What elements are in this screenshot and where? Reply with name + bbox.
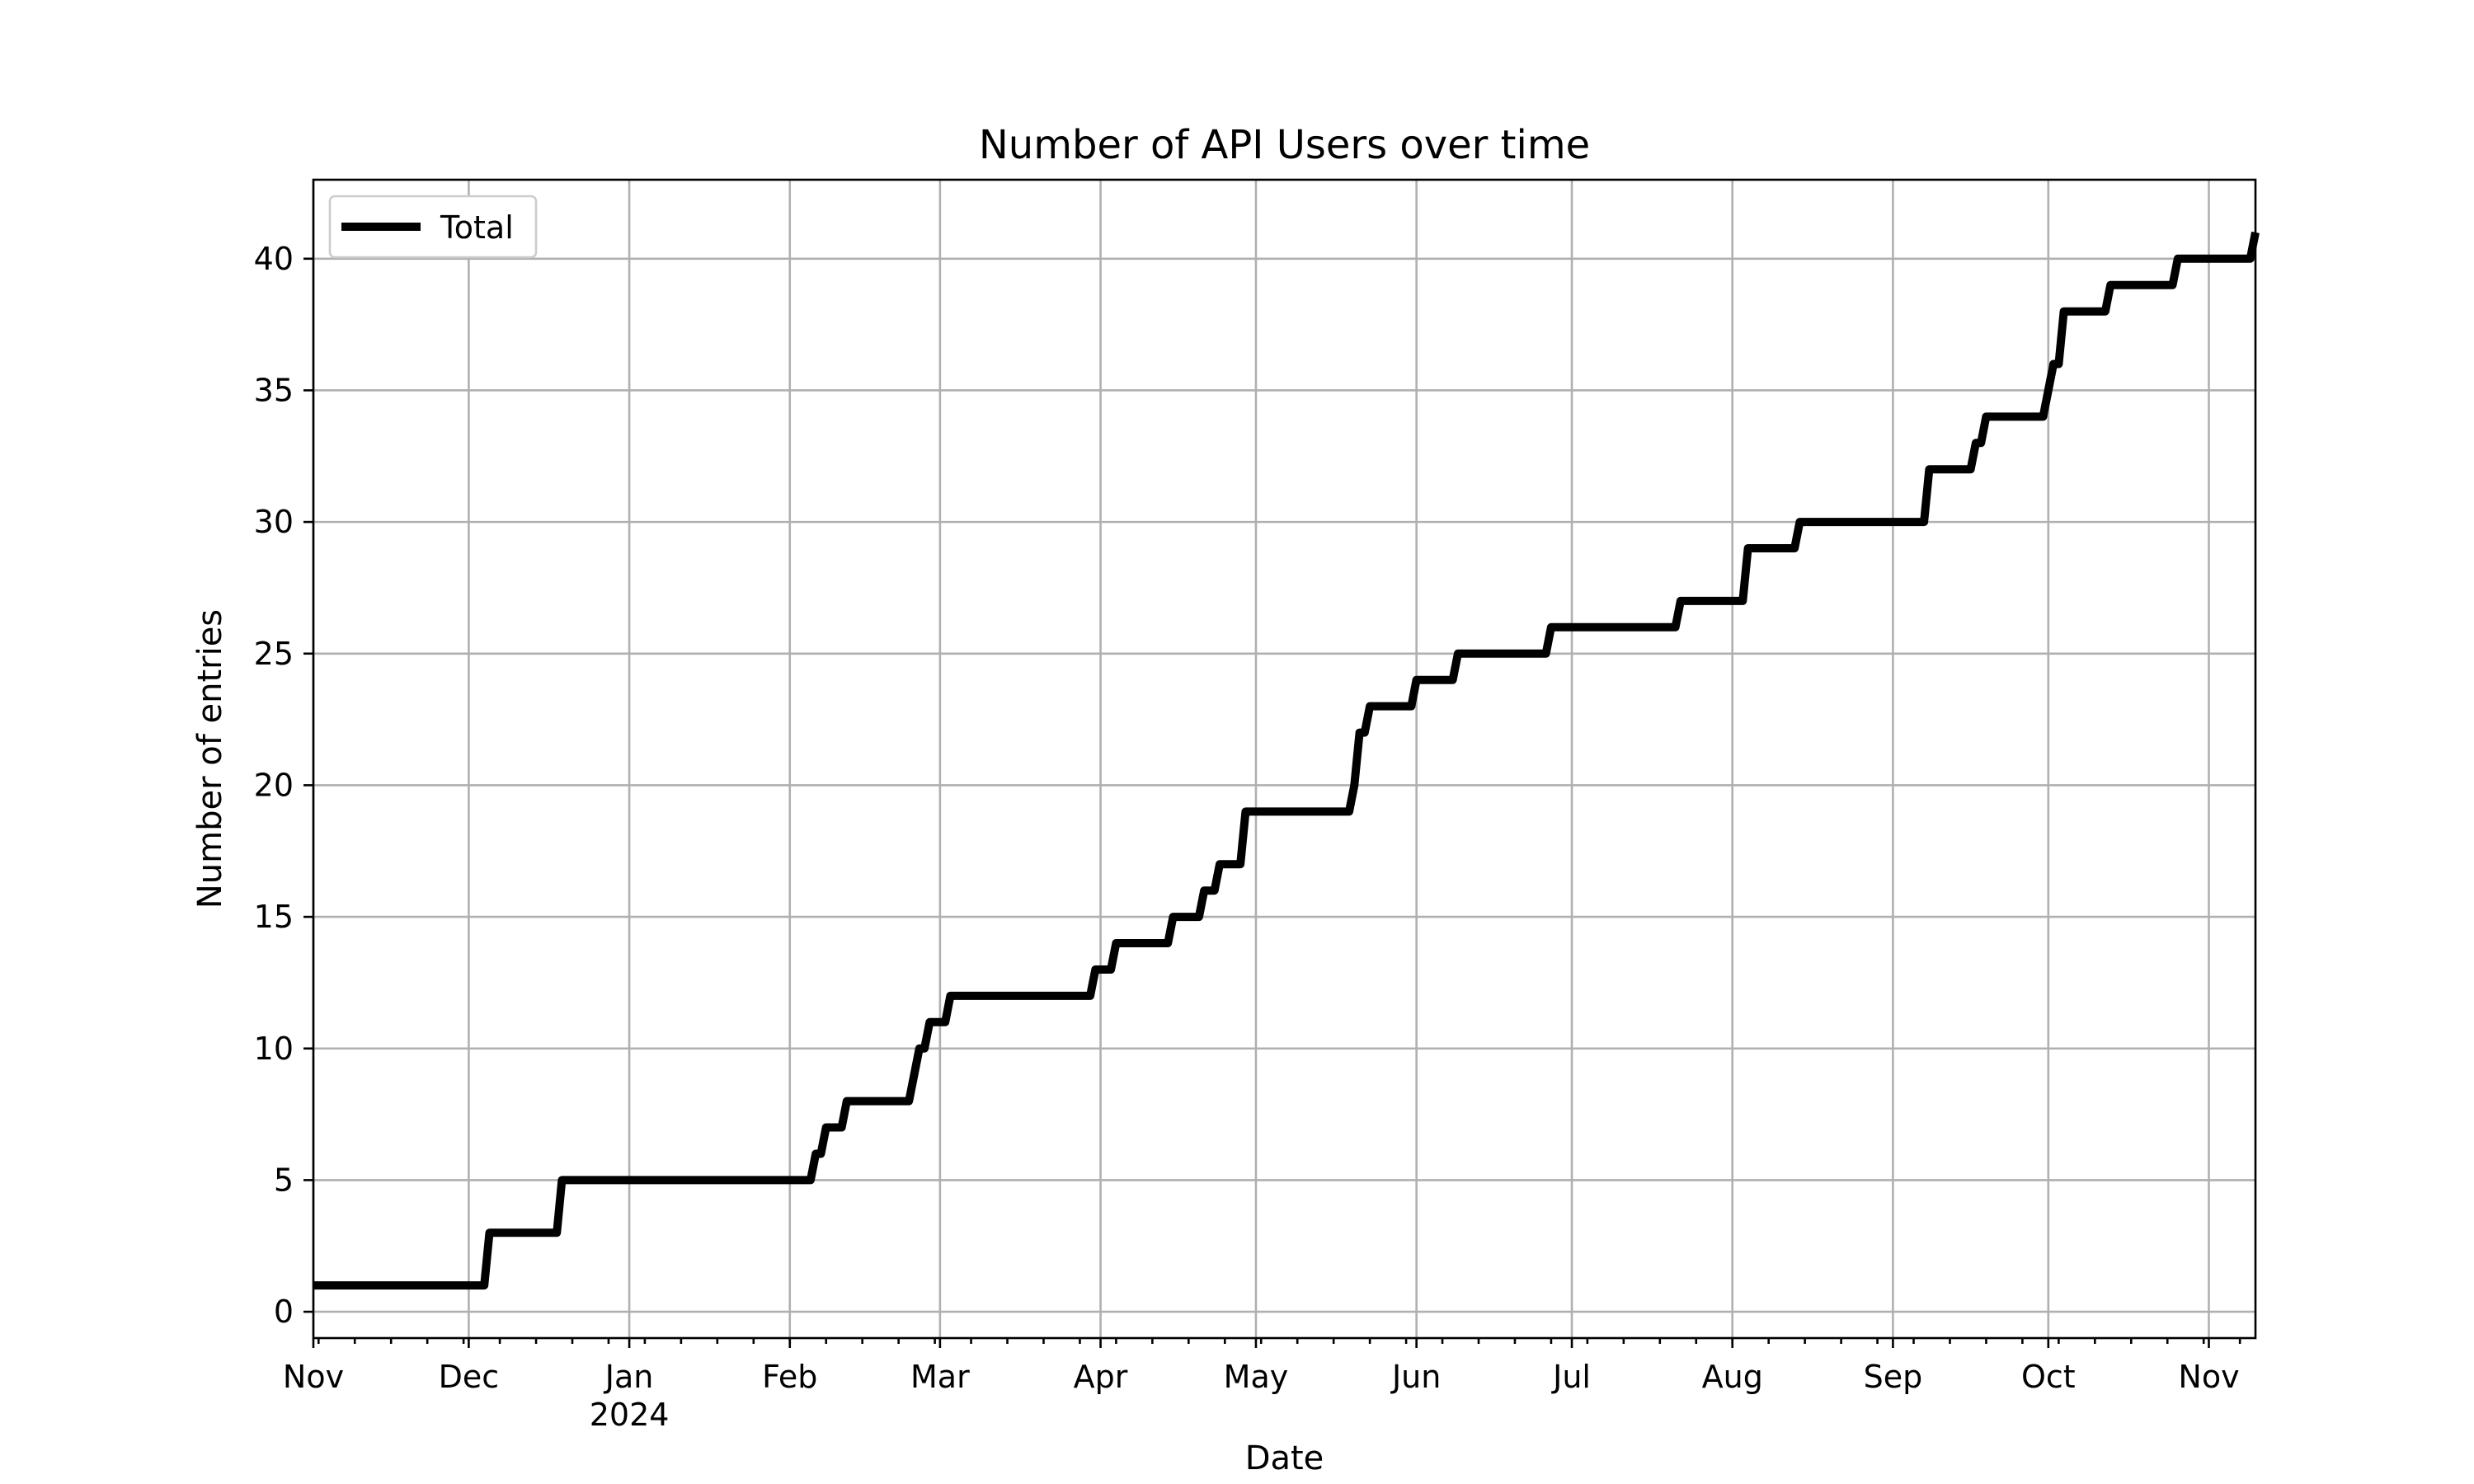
x-tick-label: Dec: [439, 1359, 500, 1395]
y-tick-label: 30: [254, 504, 294, 540]
x-tick-label: Feb: [762, 1359, 817, 1395]
x-tick-label: Jan: [604, 1359, 654, 1395]
legend-label-total: Total: [440, 209, 514, 246]
x-tick-label: Nov: [2178, 1359, 2239, 1395]
y-tick-label: 15: [254, 899, 294, 935]
legend: Total: [328, 195, 538, 259]
x-tick-label: Apr: [1074, 1359, 1128, 1395]
x-axis-label: Date: [1245, 1439, 1324, 1477]
legend-box: [328, 195, 538, 259]
x-tick-label: Jun: [1390, 1359, 1441, 1395]
y-tick-label: 0: [274, 1294, 294, 1330]
x-tick-label: Mar: [910, 1359, 970, 1395]
plot-frame: [312, 178, 2257, 1340]
y-tick-label: 40: [254, 241, 294, 277]
x-tick-label: Nov: [283, 1359, 344, 1395]
y-tick-label: 10: [254, 1031, 294, 1067]
x-tick-label: Jul: [1551, 1359, 1591, 1395]
x-tick-label: May: [1224, 1359, 1289, 1395]
x-tick-label: Sep: [1864, 1359, 1923, 1395]
y-tick-label: 35: [254, 372, 294, 408]
y-tick-label: 5: [274, 1162, 294, 1198]
x-tick-year-label: 2024: [590, 1397, 670, 1433]
y-axis: 0 5 10 15 20 25 30 35 40: [254, 241, 313, 1330]
series-layer: [313, 231, 2260, 1290]
chart-title: Number of API Users over time: [979, 122, 1590, 168]
y-tick-label: 25: [254, 636, 294, 672]
y-tick-label: 20: [254, 767, 294, 803]
series-line-total: [313, 231, 2260, 1290]
x-tick-label: Oct: [2021, 1359, 2076, 1395]
y-axis-label: Number of entries: [191, 609, 229, 909]
x-tick-label: Aug: [1702, 1359, 1763, 1395]
